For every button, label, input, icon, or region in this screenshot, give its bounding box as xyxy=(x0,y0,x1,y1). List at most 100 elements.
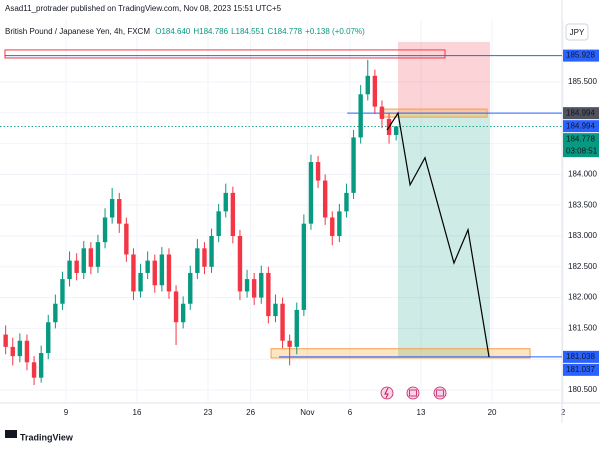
candle-body xyxy=(308,162,314,224)
lightning xyxy=(384,387,389,399)
y-tick-label: 181.500 xyxy=(568,324,597,333)
y-tick-label: 180.500 xyxy=(568,385,597,394)
candle-body xyxy=(31,362,37,378)
candle-body xyxy=(266,272,271,317)
candle-body xyxy=(3,334,8,347)
candle-body xyxy=(88,248,94,267)
legend-value: L184.551 xyxy=(231,27,265,36)
logo xyxy=(5,430,17,438)
x-tick-label: Nov xyxy=(300,408,314,417)
countdown: 03:08:51 xyxy=(566,146,598,155)
candle-body xyxy=(301,223,307,310)
candle-body xyxy=(273,303,278,317)
candle-body xyxy=(188,272,193,304)
candle-body xyxy=(393,126,399,135)
candle-body xyxy=(358,94,363,138)
candle-body xyxy=(38,353,44,378)
candle-body xyxy=(166,254,172,292)
x-tick-label: 23 xyxy=(204,408,213,417)
candle-body xyxy=(53,303,58,323)
candle-body xyxy=(124,223,129,255)
x-tick-label: 2 xyxy=(561,408,566,417)
candle-body xyxy=(180,303,186,323)
x-tick-label: 16 xyxy=(133,408,142,417)
calendar xyxy=(409,389,417,397)
zone xyxy=(398,41,491,114)
candle-body xyxy=(81,248,86,273)
candle-body xyxy=(365,75,370,95)
candle-body xyxy=(379,106,385,119)
currency: JPY xyxy=(570,28,585,37)
legend-value: +0.138 (+0.07%) xyxy=(305,27,365,36)
y-tick-label: 185.500 xyxy=(568,77,597,86)
symbol: British Pound / Japanese Yen, 4h, FXCM xyxy=(5,27,150,36)
candle-body xyxy=(237,235,243,292)
candle-body xyxy=(173,291,179,323)
candle-body xyxy=(195,248,200,273)
zone xyxy=(4,49,446,59)
event-icon[interactable] xyxy=(406,386,420,400)
price-label-box xyxy=(563,133,599,158)
candle-body xyxy=(24,340,30,363)
legend-value: C184.778 xyxy=(267,27,303,36)
currency-box[interactable] xyxy=(565,23,589,41)
footer: TradingView xyxy=(20,432,74,442)
candle-body xyxy=(10,346,15,357)
zone xyxy=(398,113,491,357)
candle-body xyxy=(131,254,136,292)
legend-value: H184.786 xyxy=(193,27,229,36)
candle-body xyxy=(372,75,378,107)
candle-body xyxy=(230,192,236,236)
x-tick-label: 20 xyxy=(488,408,497,417)
price-label: 184.778 xyxy=(566,134,595,143)
event-icon[interactable] xyxy=(380,386,394,400)
candle-body xyxy=(74,260,79,273)
price-label-box xyxy=(563,350,599,363)
candle-body xyxy=(223,192,228,212)
x-tick-label: 9 xyxy=(64,408,69,417)
candle-body xyxy=(159,254,165,286)
legend-value: O184.640 xyxy=(155,27,191,36)
candle-body xyxy=(209,235,214,267)
candle-body xyxy=(294,309,299,347)
candle-body xyxy=(216,211,221,236)
y-tick-label: 183.000 xyxy=(568,231,597,240)
legend: British Pound / Japanese Yen, 4h, FXCM O… xyxy=(5,27,368,36)
projection-line xyxy=(386,111,490,357)
candle-body xyxy=(315,162,321,181)
candle-body xyxy=(244,279,250,292)
candle-body xyxy=(280,303,285,341)
candle-body xyxy=(344,192,349,212)
candle-body xyxy=(67,260,72,280)
price-label: 181.038 xyxy=(566,352,595,361)
y-tick-label: 182.500 xyxy=(568,262,597,271)
candle-body xyxy=(95,242,101,267)
candle-body xyxy=(259,272,264,298)
candle-body xyxy=(17,340,23,357)
price-label-box xyxy=(563,363,599,376)
candle-body xyxy=(109,199,115,218)
candle-body xyxy=(322,180,328,218)
event-icon[interactable] xyxy=(433,386,447,400)
calendar xyxy=(436,389,444,397)
candle-body xyxy=(138,272,143,292)
candle-body xyxy=(330,217,335,236)
candle-body xyxy=(46,322,51,354)
price-label: 184.994 xyxy=(566,108,595,117)
y-tick-label: 182.000 xyxy=(568,293,597,302)
candle-body xyxy=(102,217,108,243)
candle-body xyxy=(202,248,207,267)
candle-body xyxy=(251,279,257,298)
x-tick-label: 13 xyxy=(417,408,426,417)
price-label: 181.037 xyxy=(566,365,595,374)
candle-body xyxy=(145,260,150,273)
price-label: 184.994 xyxy=(566,121,595,130)
candle-body xyxy=(287,340,292,347)
x-tick-label: 26 xyxy=(246,408,255,417)
y-tick-label: 183.500 xyxy=(568,200,597,209)
y-tick-label: 184.000 xyxy=(568,169,597,178)
candle-body xyxy=(152,260,157,286)
price-label-box xyxy=(563,120,599,133)
